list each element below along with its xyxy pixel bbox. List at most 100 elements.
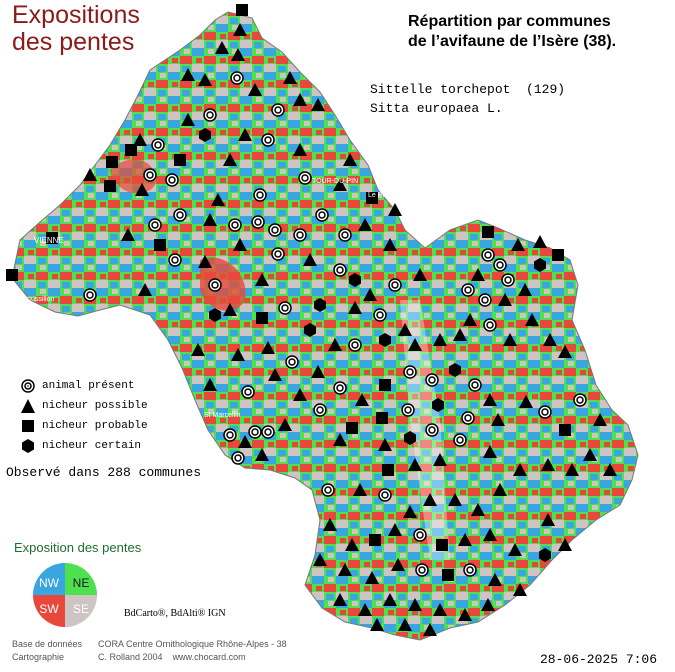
db-label: Base de données: [12, 639, 83, 649]
nicheur-possible-marker: [543, 333, 557, 346]
animal-present-marker: [425, 373, 439, 387]
nicheur-probable-marker: [154, 239, 166, 251]
nicheur-possible-marker: [518, 283, 532, 296]
nicheur-possible-marker: [211, 193, 225, 206]
animal-present-marker: [251, 215, 265, 229]
nicheur-possible-marker: [458, 608, 472, 621]
nicheur-possible-marker: [343, 153, 357, 166]
species-block: Sittelle torchepot (129) Sitta europaea …: [370, 80, 565, 118]
credits: Base de données CORA Centre Ornithologiqu…: [12, 638, 287, 664]
website-link[interactable]: www.chocard.com: [172, 652, 246, 662]
nicheur-possible-marker: [203, 213, 217, 226]
animal-present-marker: [348, 338, 362, 352]
nicheur-possible-marker: [603, 463, 617, 476]
nicheur-possible-marker: [238, 435, 252, 448]
nicheur-possible-marker: [223, 153, 237, 166]
legend-label: nicheur possible: [42, 400, 148, 412]
source-note: BdCarto®, BdAlti® IGN: [124, 608, 226, 619]
nicheur-possible-marker: [493, 483, 507, 496]
nicheur-possible-marker: [338, 563, 352, 576]
nicheur-probable-marker: [436, 539, 448, 551]
animal-present-marker: [461, 411, 475, 425]
nicheur-possible-marker: [433, 453, 447, 466]
animal-present-marker: [208, 278, 222, 292]
nicheur-possible-marker: [391, 558, 405, 571]
nicheur-possible-marker: [511, 238, 525, 251]
nicheur-certain-marker: [379, 333, 391, 347]
nicheur-possible-marker: [513, 583, 527, 596]
nicheur-possible-marker: [233, 23, 247, 36]
nicheur-possible-marker: [398, 323, 412, 336]
nicheur-possible-marker: [413, 268, 427, 281]
nicheur-possible-marker: [233, 238, 247, 251]
nicheur-possible-marker: [541, 513, 555, 526]
species-count: (129): [526, 82, 566, 97]
nicheur-probable-marker: [256, 312, 268, 324]
nicheur-possible-marker: [508, 543, 522, 556]
nicheur-possible-marker: [558, 345, 572, 358]
rose-quadrant-nw: [33, 563, 65, 595]
animal-present-marker: [313, 403, 327, 417]
nicheur-possible-marker: [355, 393, 369, 406]
nicheur-possible-marker: [378, 438, 392, 451]
animal-present-marker: [453, 433, 467, 447]
animal-present-marker: [378, 488, 392, 502]
animal-present-marker: [173, 208, 187, 222]
nicheur-possible-marker: [388, 523, 402, 536]
nicheur-possible-marker: [238, 128, 252, 141]
nicheur-possible-marker: [348, 301, 362, 314]
animal-present-marker: [253, 188, 267, 202]
nicheur-possible-marker: [215, 41, 229, 54]
nicheur-probable-marker: [174, 154, 186, 166]
animal-present-marker: [483, 318, 497, 332]
legend-label: animal présent: [42, 380, 135, 392]
animal-present-marker: [468, 378, 482, 392]
nicheur-probable-marker: [376, 412, 388, 424]
nicheur-possible-marker: [311, 98, 325, 111]
animal-present-marker: [168, 253, 182, 267]
nicheur-possible-marker: [398, 618, 412, 631]
nicheur-possible-marker: [365, 571, 379, 584]
animal-present-marker: [463, 563, 477, 577]
animal-present-marker: [478, 293, 492, 307]
nicheur-possible-marker: [311, 365, 325, 378]
animal-present-marker: [285, 355, 299, 369]
nicheur-probable-marker: [6, 269, 18, 281]
nicheur-possible-marker: [333, 593, 347, 606]
animal-present-marker: [338, 228, 352, 242]
animal-present-marker: [83, 288, 97, 302]
nicheur-possible-marker: [231, 48, 245, 61]
nicheur-possible-marker: [471, 503, 485, 516]
nicheur-possible-marker: [448, 493, 462, 506]
nicheur-possible-marker: [408, 458, 422, 471]
animal-present-marker: [165, 173, 179, 187]
observed-count: Observé dans 288 communes: [6, 465, 202, 480]
nicheur-possible-marker: [565, 463, 579, 476]
nicheur-probable-marker: [482, 226, 494, 238]
animal-present-marker: [278, 301, 292, 315]
nicheur-possible-marker: [408, 338, 422, 351]
nicheur-possible-marker: [283, 71, 297, 84]
animal-present-marker: [425, 423, 439, 437]
nicheur-probable-marker: [382, 464, 394, 476]
animal-present-marker: [403, 365, 417, 379]
nicheur-possible-marker: [363, 288, 377, 301]
nicheur-probable-marker: [346, 422, 358, 434]
nicheur-possible-marker: [525, 313, 539, 326]
rose-label-ne: NE: [73, 576, 90, 590]
animal-present-marker: [241, 385, 255, 399]
triangle-icon: [21, 399, 35, 413]
place-roussillon: Roussillon: [22, 296, 55, 303]
nicheur-possible-marker: [293, 93, 307, 106]
animal-present-marker: [388, 278, 402, 292]
species-common-name: Sittelle torchepot: [370, 82, 511, 97]
symbol-legend: animal présent nicheur possible nicheur …: [20, 376, 148, 456]
nicheur-certain-marker: [432, 398, 444, 412]
nicheur-possible-marker: [133, 133, 147, 146]
rose-quadrant-se: [65, 595, 97, 627]
rose-label-sw: SW: [39, 602, 59, 616]
animal-present-marker: [333, 381, 347, 395]
animal-present-marker: [271, 247, 285, 261]
nicheur-possible-marker: [383, 238, 397, 251]
animal-present-marker: [461, 283, 475, 297]
